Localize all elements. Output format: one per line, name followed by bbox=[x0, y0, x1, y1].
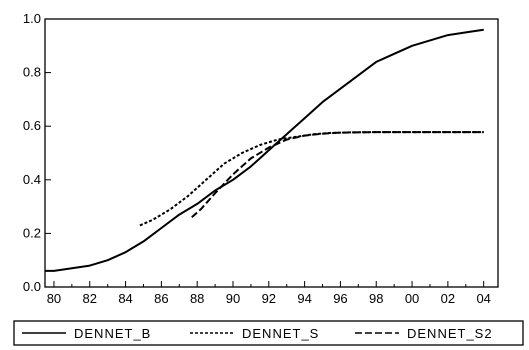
x-tick-label: 86 bbox=[154, 291, 168, 306]
legend: DENNET_B DENNET_S DENNET_S2 bbox=[22, 326, 493, 341]
y-tick-label: 0.2 bbox=[23, 225, 41, 240]
legend-label: DENNET_B bbox=[74, 326, 151, 341]
x-tick-label: 02 bbox=[441, 291, 455, 306]
legend-label: DENNET_S2 bbox=[407, 326, 493, 341]
plot-frame bbox=[44, 18, 499, 288]
x-tick-label: 00 bbox=[405, 291, 419, 306]
x-tick-label: 92 bbox=[262, 291, 276, 306]
y-tick-label: 0.8 bbox=[23, 65, 41, 80]
x-tick-label: 84 bbox=[118, 291, 132, 306]
series-line-dennet-s2 bbox=[191, 131, 484, 219]
x-tick-label: 88 bbox=[190, 291, 204, 306]
x-tick-label: 94 bbox=[297, 291, 311, 306]
x-tick-label: 80 bbox=[47, 291, 61, 306]
x-axis: 80 82 84 86 88 90 92 94 96 98 00 02 04 bbox=[47, 281, 491, 306]
series-lines bbox=[45, 28, 484, 272]
x-tick-label: 96 bbox=[333, 291, 347, 306]
x-tick-label: 82 bbox=[83, 291, 97, 306]
x-tick-label: 90 bbox=[226, 291, 240, 306]
series-line-dennet-b bbox=[45, 28, 484, 272]
y-tick-label: 0.6 bbox=[23, 118, 41, 133]
x-tick-label: 98 bbox=[369, 291, 383, 306]
y-tick-label: 1.0 bbox=[23, 11, 41, 26]
legend-box bbox=[13, 320, 524, 346]
y-tick-label: 0.4 bbox=[23, 172, 41, 187]
y-axis: 0.0 0.2 0.4 0.6 0.8 1.0 bbox=[23, 11, 51, 294]
y-tick-label: 0.0 bbox=[23, 279, 41, 294]
series-line-dennet-s bbox=[139, 131, 484, 227]
legend-label: DENNET_S bbox=[242, 326, 319, 341]
x-tick-label: 04 bbox=[476, 291, 490, 306]
